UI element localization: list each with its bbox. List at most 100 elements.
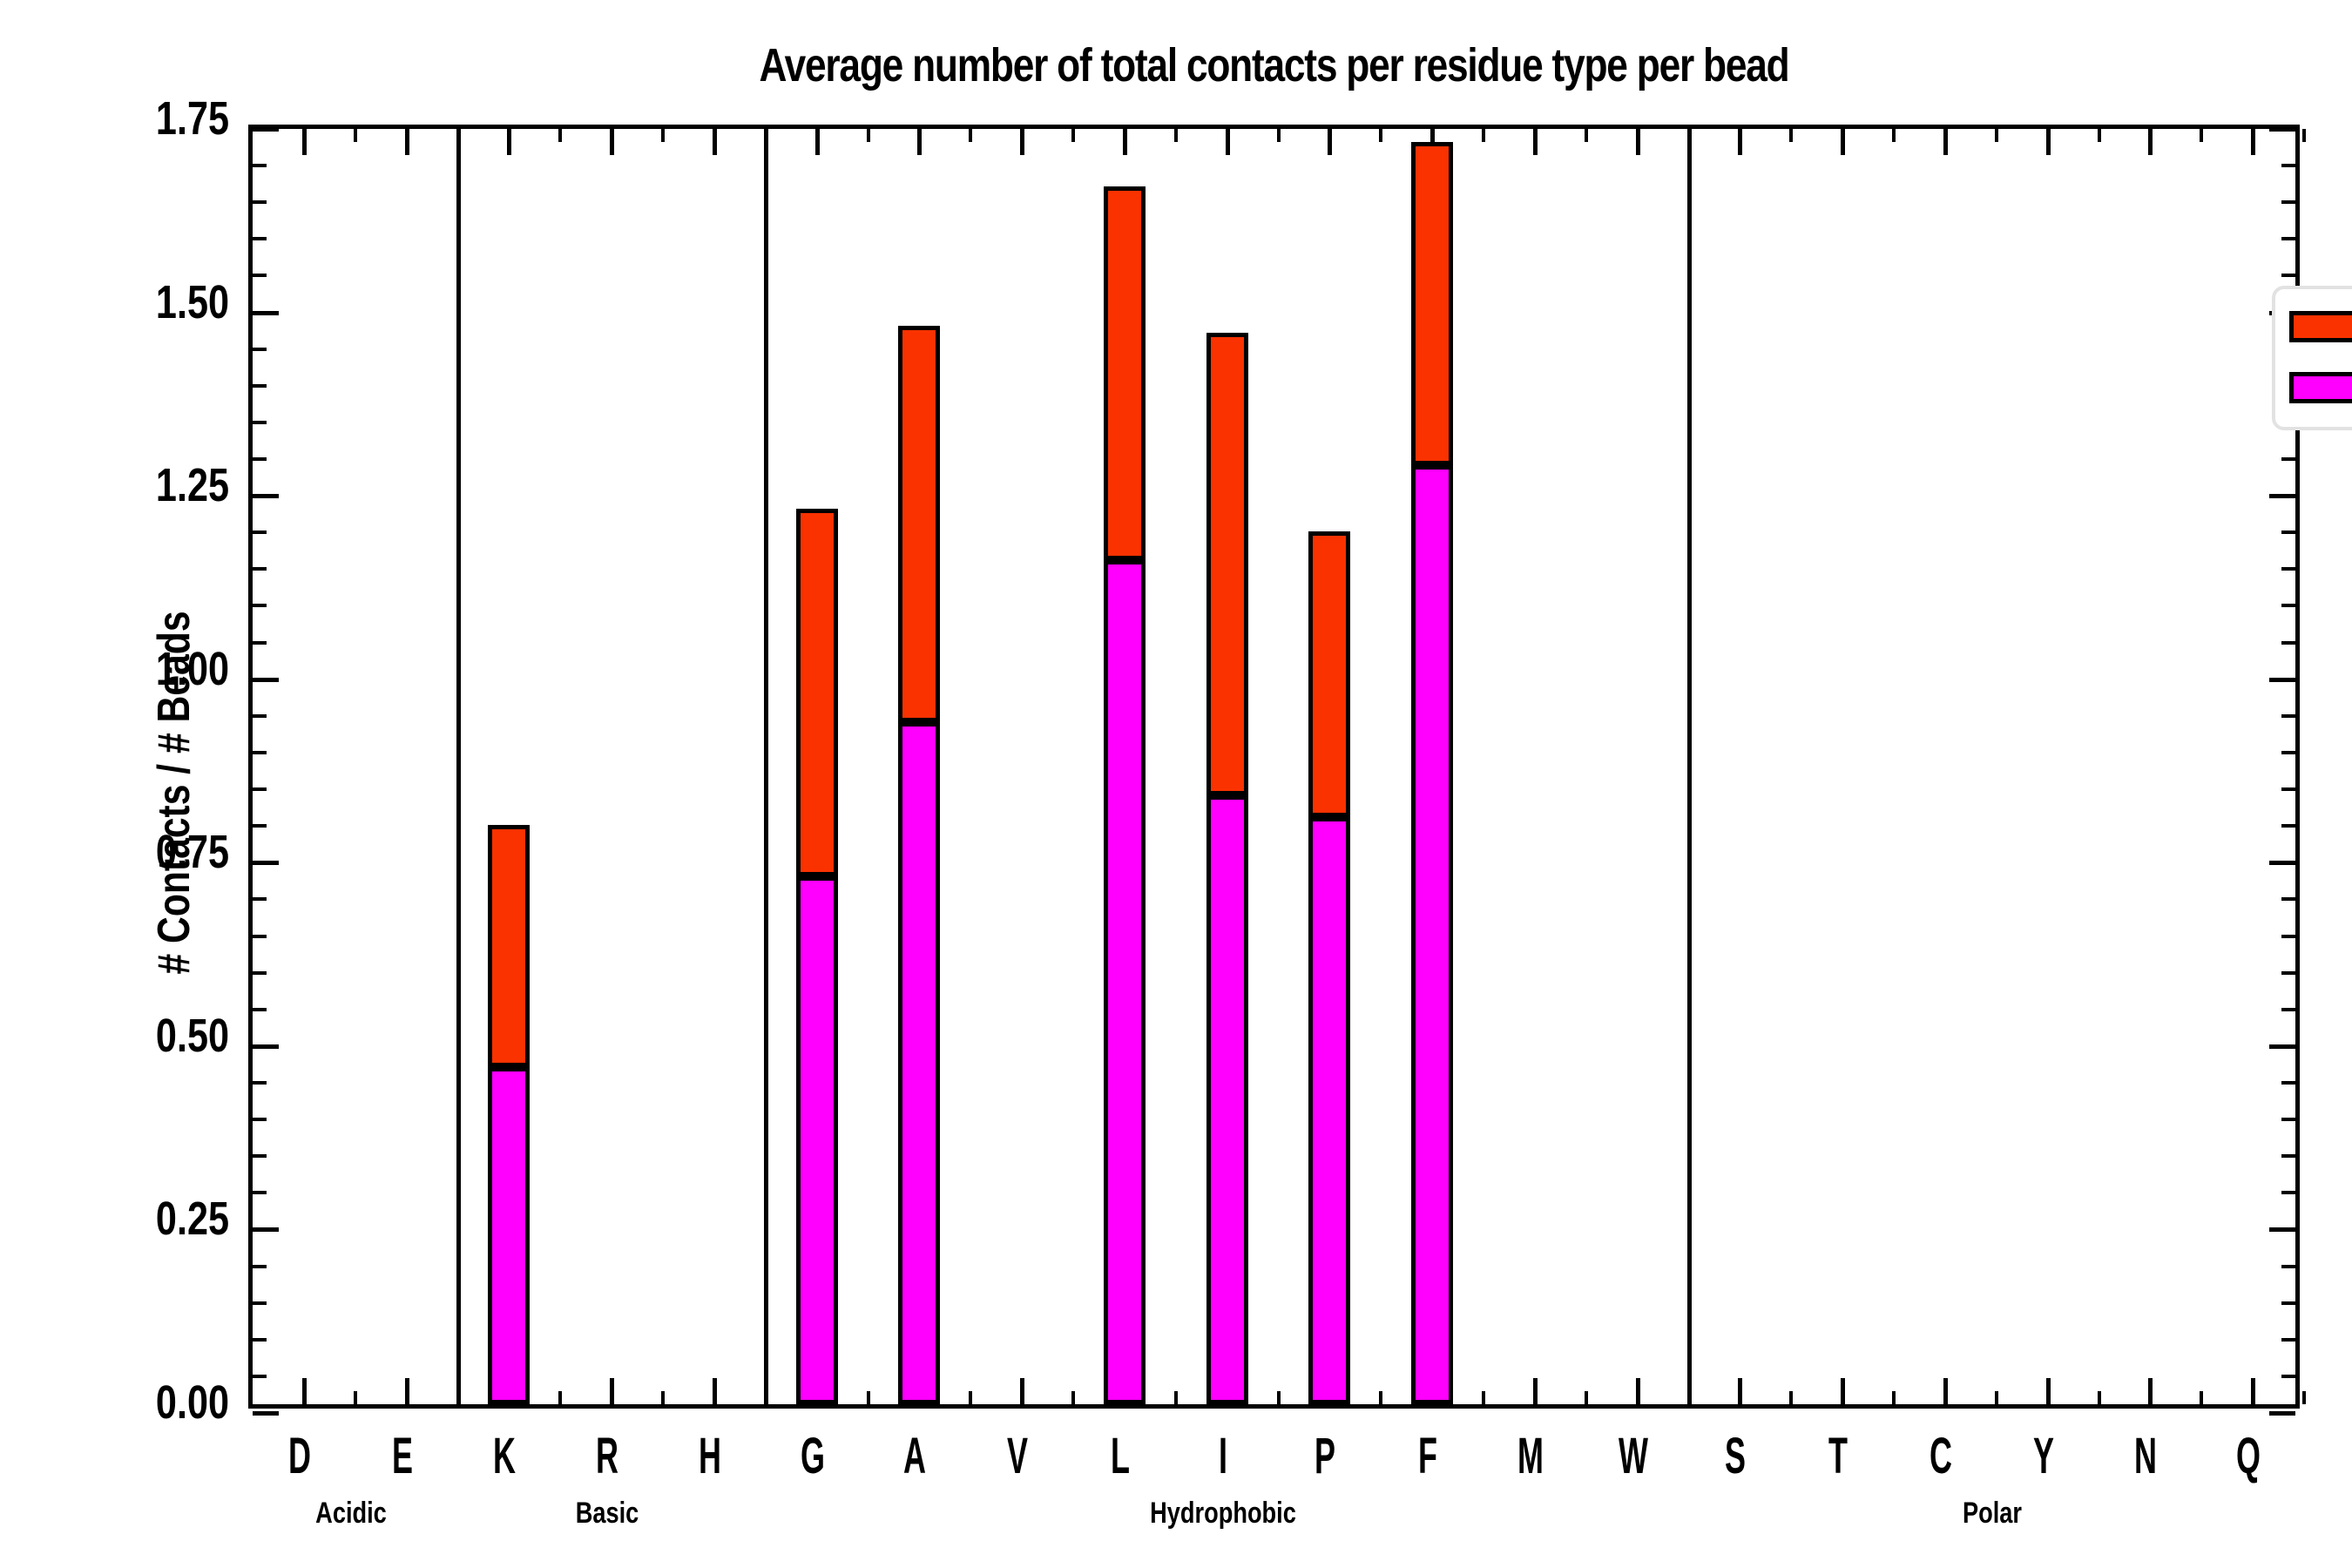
x-tick-major (1738, 129, 1743, 155)
y-tick-minor (253, 713, 267, 718)
y-tick-minor (253, 1154, 267, 1159)
bar-segment-popg[interactable] (898, 325, 941, 722)
x-tick-label: A (903, 1428, 927, 1484)
x-tick-label: T (1828, 1428, 1848, 1484)
bar-stack[interactable] (488, 824, 531, 1404)
y-tick-minor (2281, 897, 2295, 902)
y-tick-minor (2281, 1337, 2295, 1342)
bar-segment-pope[interactable] (1308, 817, 1351, 1404)
y-tick-major (2269, 494, 2295, 499)
bar-stack[interactable] (1206, 333, 1248, 1404)
x-tick-major (1841, 129, 1846, 155)
legend-swatch-pope (2289, 372, 2352, 403)
x-tick-major (2148, 129, 2153, 155)
y-tick-minor (253, 1264, 267, 1268)
bar-segment-pope[interactable] (1411, 464, 1454, 1404)
x-tick-minor (2097, 1391, 2101, 1404)
bar-segment-popg[interactable] (1103, 186, 1146, 561)
bar-segment-pope[interactable] (488, 1066, 531, 1404)
y-tick-minor (253, 897, 267, 902)
x-tick-label: R (596, 1428, 619, 1484)
y-tick-minor (2281, 200, 2295, 205)
x-tick-minor (558, 129, 563, 142)
x-tick-major (1020, 129, 1025, 155)
y-tick-minor (2281, 934, 2295, 938)
x-tick-minor (1892, 129, 1896, 142)
x-tick-minor (1173, 129, 1178, 142)
x-tick-minor (1994, 129, 1998, 142)
x-tick-minor (1994, 1391, 1998, 1404)
group-separator (1686, 129, 1692, 1404)
x-tick-minor (2302, 129, 2306, 142)
x-tick-major (2045, 1378, 2051, 1404)
x-tick-major (1841, 1378, 1846, 1404)
x-tick-major (610, 129, 615, 155)
x-tick-label: Q (2236, 1428, 2261, 1484)
x-tick-minor (969, 129, 973, 142)
x-tick-minor (661, 129, 665, 142)
bar-segment-popg[interactable] (795, 509, 838, 876)
x-tick-minor (353, 1391, 357, 1404)
x-tick-major (2251, 129, 2256, 155)
y-tick-minor (253, 347, 267, 351)
bar-segment-popg[interactable] (1206, 333, 1248, 795)
bar-stack[interactable] (1308, 531, 1351, 1404)
x-tick-minor (558, 1391, 563, 1404)
x-tick-major (1943, 1378, 1948, 1404)
plot-inner (253, 127, 2306, 1416)
y-tick-minor (2281, 1191, 2295, 1195)
x-tick-label: C (1929, 1428, 1952, 1484)
x-tick-major (1430, 129, 1436, 155)
y-tick-minor (2281, 604, 2295, 608)
y-tick-minor (253, 1118, 267, 1122)
legend-item: POPG (2289, 301, 2352, 352)
x-tick-major (1943, 129, 1948, 155)
x-tick-major (301, 1378, 307, 1404)
y-tick-minor (253, 970, 267, 975)
y-tick-minor (253, 531, 267, 535)
y-tick-minor (253, 824, 267, 828)
x-tick-label: F (1418, 1428, 1438, 1484)
group-label: Basic (575, 1497, 639, 1530)
x-tick-major (1328, 129, 1333, 155)
bar-segment-popg[interactable] (1308, 531, 1351, 818)
bar-segment-popg[interactable] (1411, 142, 1454, 465)
y-tick-minor (2281, 1301, 2295, 1305)
x-tick-major (1020, 1378, 1025, 1404)
y-tick-minor (253, 750, 267, 754)
bar-stack[interactable] (795, 509, 838, 1404)
plot-area: POPG POPE (248, 125, 2352, 1416)
bar-stack[interactable] (898, 325, 941, 1404)
bar-segment-pope[interactable] (898, 721, 941, 1404)
group-label: Polar (1962, 1497, 2022, 1530)
y-tick-minor (253, 1080, 267, 1085)
x-tick-minor (1482, 1391, 1485, 1404)
x-tick-major (1635, 129, 1640, 155)
bar-segment-popg[interactable] (488, 824, 531, 1067)
x-tick-label: N (2134, 1428, 2158, 1484)
y-tick-minor (253, 1337, 267, 1342)
x-tick-minor (1071, 129, 1075, 142)
y-tick-major (253, 310, 279, 315)
y-tick-minor (2281, 970, 2295, 975)
x-tick-major (1532, 129, 1538, 155)
bar-stack[interactable] (1103, 186, 1146, 1404)
bar-segment-pope[interactable] (795, 875, 838, 1404)
x-tick-minor (1173, 1391, 1178, 1404)
y-tick-major (253, 494, 279, 499)
y-tick-minor (253, 1374, 267, 1378)
y-tick-minor (253, 383, 267, 388)
y-tick-minor (2281, 457, 2295, 462)
y-tick-minor (253, 1007, 267, 1011)
y-tick-minor (2281, 713, 2295, 718)
x-tick-label: V (1007, 1428, 1029, 1484)
x-tick-minor (1584, 129, 1588, 142)
bar-segment-pope[interactable] (1103, 560, 1146, 1404)
x-tick-major (610, 1378, 615, 1404)
bar-stack[interactable] (1411, 142, 1454, 1404)
x-tick-minor (661, 1391, 665, 1404)
y-tick-major (253, 127, 279, 132)
bar-segment-pope[interactable] (1206, 794, 1248, 1404)
chart-legend[interactable]: POPG POPE (2272, 286, 2352, 430)
